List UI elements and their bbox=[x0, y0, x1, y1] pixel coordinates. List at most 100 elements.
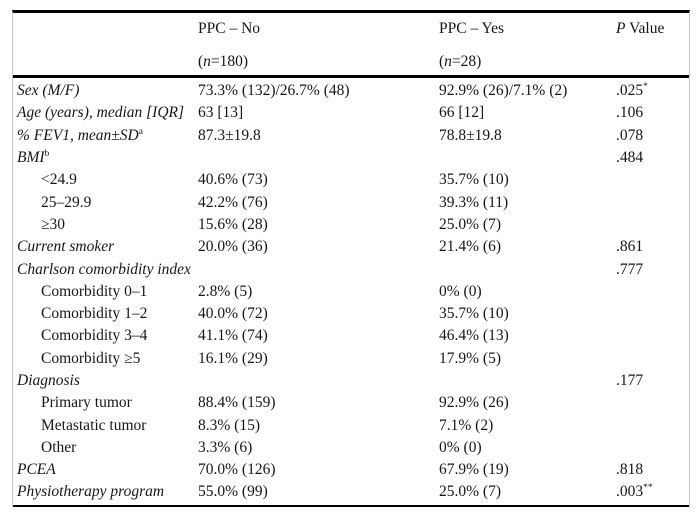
table-row: Charlson comorbidity index .777 bbox=[13, 258, 689, 280]
ppc-yes-value: 66 [12] bbox=[439, 104, 485, 122]
ppc-no-value: 40.0% (72) bbox=[198, 305, 268, 323]
table-header-row: PPC – No (n=180) PPC – Yes (n=28) P Valu… bbox=[13, 13, 689, 78]
row-label-text: Comorbidity 0–1 bbox=[41, 282, 148, 300]
row-label: Comorbidity 1–2 bbox=[13, 305, 198, 323]
row-label: Physiotherapy program bbox=[13, 483, 198, 501]
row-label-footnote-marker: b bbox=[44, 148, 50, 159]
table-row: ≥30 15.6% (28) 25.0% (7) bbox=[13, 214, 689, 236]
significance-marker: * bbox=[643, 81, 648, 92]
table-row: Comorbidity 0–1 2.8% (5) 0% (0) bbox=[13, 281, 689, 303]
ppc-no-value: 70.0% (126) bbox=[198, 461, 276, 479]
row-label: % FEV1, mean±SDa bbox=[13, 127, 198, 145]
ppc-no-value: 88.4% (159) bbox=[198, 394, 276, 412]
row-label: ≥30 bbox=[13, 216, 198, 234]
row-label-text: Charlson comorbidity index bbox=[17, 260, 191, 278]
column-header-empty bbox=[13, 13, 198, 75]
column-header-p-value-label: P Value bbox=[616, 20, 689, 38]
p-value: .861 bbox=[613, 238, 689, 256]
n-count: =180) bbox=[210, 53, 249, 70]
ppc-yes-value: 0% (0) bbox=[439, 282, 482, 300]
row-label: PCEA bbox=[13, 461, 198, 479]
ppc-yes-value: 78.8±19.8 bbox=[439, 126, 502, 144]
row-label-text: Other bbox=[41, 438, 77, 456]
n-symbol: n bbox=[203, 53, 211, 70]
ppc-yes-value: 21.4% (6) bbox=[439, 238, 501, 256]
table-row: 25–29.9 42.2% (76) 39.3% (11) bbox=[13, 191, 689, 213]
row-label: Comorbidity ≥5 bbox=[13, 350, 198, 368]
p-value: .777 bbox=[613, 261, 689, 279]
column-header-p-value: P Value bbox=[613, 13, 689, 75]
row-label-text: Sex (M/F) bbox=[17, 82, 80, 100]
row-label: 25–29.9 bbox=[13, 194, 198, 212]
ppc-yes-value: 92.9% (26)/7.1% (2) bbox=[439, 82, 568, 100]
n-open: ( bbox=[198, 53, 204, 70]
row-label: Comorbidity 0–1 bbox=[13, 283, 198, 301]
ppc-no-value: 73.3% (132)/26.7% (48) bbox=[198, 82, 350, 100]
table-row: Physiotherapy program 55.0% (99) 25.0% (… bbox=[13, 481, 689, 503]
table-row: Diagnosis .177 bbox=[13, 370, 689, 392]
ppc-yes-value: 7.1% (2) bbox=[439, 416, 494, 434]
row-label-text: PCEA bbox=[17, 461, 56, 479]
row-label-text: BMI bbox=[17, 149, 45, 167]
ppc-yes-value: 0% (0) bbox=[439, 438, 482, 456]
p-value-text: .003 bbox=[616, 483, 644, 501]
row-label-text: Current smoker bbox=[17, 238, 115, 256]
column-header-ppc-yes-n: (n=28) bbox=[439, 53, 613, 71]
n-open: ( bbox=[439, 53, 445, 70]
row-label-text: Diagnosis bbox=[17, 372, 80, 389]
p-value-text: .777 bbox=[616, 260, 644, 278]
row-label: Charlson comorbidity index bbox=[13, 261, 198, 279]
ppc-yes-value: 35.7% (10) bbox=[439, 305, 509, 323]
row-label: Age (years), median [IQR] bbox=[13, 104, 198, 122]
n-count: =28) bbox=[451, 53, 482, 70]
table-row: Comorbidity 3–4 41.1% (74) 46.4% (13) bbox=[13, 325, 689, 347]
row-label-text: Comorbidity ≥5 bbox=[41, 349, 141, 367]
ppc-yes-value: 46.4% (13) bbox=[439, 327, 509, 345]
row-label: Sex (M/F) bbox=[13, 82, 198, 100]
row-label: Metastatic tumor bbox=[13, 417, 198, 435]
ppc-no-value: 55.0% (99) bbox=[198, 483, 268, 501]
row-label-text: Comorbidity 3–4 bbox=[41, 327, 148, 345]
table-row: BMIb .484 bbox=[13, 147, 689, 169]
ppc-no-value: 2.8% (5) bbox=[198, 282, 253, 300]
row-label: <24.9 bbox=[13, 171, 198, 189]
column-header-ppc-no-label: PPC – No bbox=[198, 20, 261, 37]
ppc-no-value: 3.3% (6) bbox=[198, 438, 253, 456]
table-row: Current smoker 20.0% (36) 21.4% (6) .861 bbox=[13, 236, 689, 258]
row-label-footnote-marker: a bbox=[138, 126, 143, 137]
p-value-text: .078 bbox=[616, 126, 644, 144]
table-row: Metastatic tumor 8.3% (15) 7.1% (2) bbox=[13, 414, 689, 436]
table-row: Other 3.3% (6) 0% (0) bbox=[13, 437, 689, 459]
table-row: Comorbidity ≥5 16.1% (29) 17.9% (5) bbox=[13, 348, 689, 370]
p-value: .025* bbox=[613, 82, 689, 100]
row-label: Primary tumor bbox=[13, 394, 198, 412]
row-label-text: Physiotherapy program bbox=[17, 483, 165, 501]
row-label-text: ≥30 bbox=[41, 215, 66, 233]
p-symbol: P bbox=[616, 20, 626, 37]
table-row: % FEV1, mean±SDa 87.3±19.8 78.8±19.8 .07… bbox=[13, 125, 689, 147]
table-body: Sex (M/F) 73.3% (132)/26.7% (48) 92.9% (… bbox=[13, 78, 689, 507]
row-label: Comorbidity 3–4 bbox=[13, 327, 198, 345]
ppc-no-value: 63 [13] bbox=[198, 104, 244, 122]
ppc-no-value: 41.1% (74) bbox=[198, 327, 268, 345]
significance-marker: ** bbox=[643, 483, 653, 494]
ppc-no-value: 16.1% (29) bbox=[198, 349, 268, 367]
row-label-text: % FEV1, mean±SD bbox=[17, 126, 139, 144]
patient-characteristics-table: PPC – No (n=180) PPC – Yes (n=28) P Valu… bbox=[12, 10, 690, 507]
row-label-text: Primary tumor bbox=[41, 394, 132, 412]
p-value: .003** bbox=[613, 483, 689, 501]
p-value: .078 bbox=[613, 127, 689, 145]
table-row: PCEA 70.0% (126) 67.9% (19) .818 bbox=[13, 459, 689, 481]
ppc-yes-value: 67.9% (19) bbox=[439, 461, 509, 479]
p-value-word: Value bbox=[625, 20, 665, 37]
n-symbol: n bbox=[444, 53, 452, 70]
table-row: Primary tumor 88.4% (159) 92.9% (26) bbox=[13, 392, 689, 414]
column-header-ppc-yes-label: PPC – Yes bbox=[439, 20, 505, 37]
p-value-text: .106 bbox=[616, 104, 644, 122]
row-label-text: <24.9 bbox=[41, 171, 77, 189]
row-label: Diagnosis bbox=[13, 372, 198, 390]
ppc-yes-value: 25.0% (7) bbox=[439, 215, 501, 233]
ppc-yes-value: 35.7% (10) bbox=[439, 171, 509, 189]
row-label-text: Age (years), median [IQR] bbox=[17, 104, 185, 122]
p-value: .106 bbox=[613, 104, 689, 122]
